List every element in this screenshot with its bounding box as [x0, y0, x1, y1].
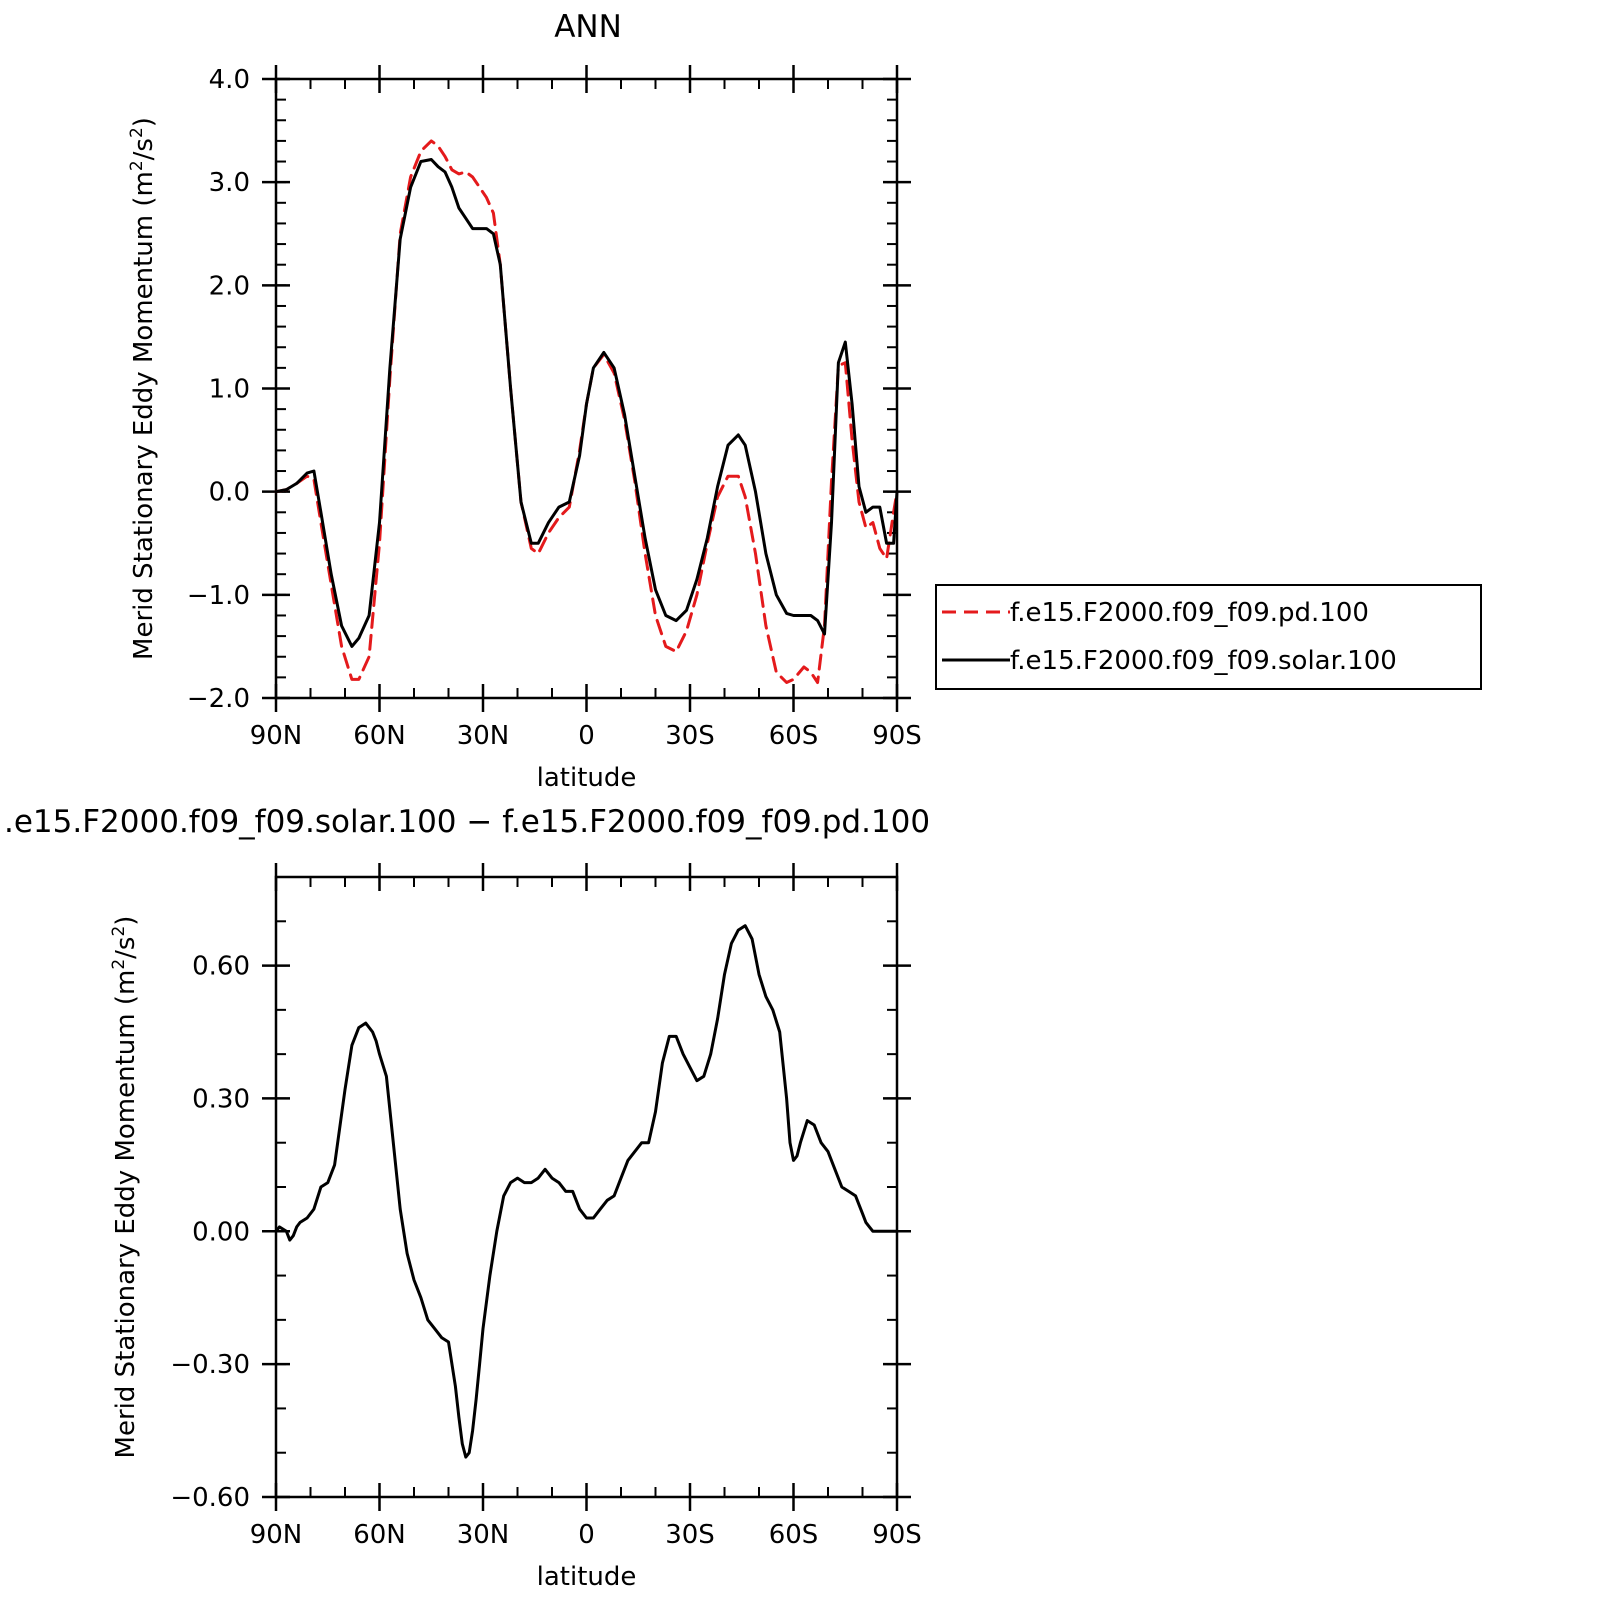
x-tick-label: 60S — [769, 721, 819, 751]
legend: f.e15.F2000.f09_f09.pd.100 f.e15.F2000.f0… — [935, 584, 1482, 690]
y-tick-label: 4.0 — [209, 65, 250, 95]
x-tick-label: 60N — [353, 721, 406, 751]
x-tick-label: 90N — [250, 721, 303, 751]
y-tick-label: 0.00 — [192, 1217, 250, 1247]
bottom-panel: .e15.F2000.f09_f09.solar.100 − f.e15.F20… — [4, 804, 930, 1592]
x-tick-label: 30S — [665, 1520, 715, 1550]
y-tick-label: −1.0 — [187, 581, 250, 611]
y-tick-label: −0.60 — [170, 1483, 250, 1513]
y-tick-label: 0.30 — [192, 1084, 250, 1114]
y-tick-label: 2.0 — [209, 271, 250, 301]
x-tick-label: 90S — [872, 1520, 922, 1550]
x-tick-label: 0 — [578, 1520, 595, 1550]
y-axis-label: Merid Stationary Eddy Momentum (m2/s2) — [109, 916, 141, 1459]
y-tick-label: 0.60 — [192, 952, 250, 982]
x-tick-label: 0 — [578, 721, 595, 751]
x-axis-label: latitude — [537, 763, 637, 793]
y-tick-label: −0.30 — [170, 1350, 250, 1380]
x-tick-label: 60N — [353, 1520, 406, 1550]
y-tick-label: 3.0 — [209, 168, 250, 198]
legend-entry: f.e15.F2000.f09_f09.solar.100 — [1010, 646, 1397, 676]
x-tick-label: 30N — [457, 1520, 510, 1550]
top-panel: ANN 90N 60N 30N 0 30S 60S 90S 4.0 3.0 2.0 1.0 0.0 −1.… — [127, 9, 922, 793]
y-tick-label: 1.0 — [209, 375, 250, 405]
x-tick-label: 90N — [250, 1520, 303, 1550]
x-tick-label: 60S — [769, 1520, 819, 1550]
legend-entry: f.e15.F2000.f09_f09.pd.100 — [1010, 598, 1369, 628]
chart-title: ANN — [554, 9, 622, 45]
series-line-1 — [274, 158, 899, 648]
x-axis-label: latitude — [537, 1562, 637, 1592]
y-tick-label: −2.0 — [187, 684, 250, 714]
chart-title: .e15.F2000.f09_f09.solar.100 − f.e15.F20… — [4, 804, 930, 840]
y-axis-label: Merid Stationary Eddy Momentum (m2/s2) — [127, 117, 159, 660]
x-tick-label: 30S — [665, 721, 715, 751]
y-tick-label: 0.0 — [209, 478, 250, 508]
legend-box — [935, 584, 1482, 690]
series-line-0 — [274, 924, 899, 1459]
x-tick-label: 90S — [872, 721, 922, 751]
x-tick-label: 30N — [457, 721, 510, 751]
plot-frame — [274, 875, 899, 1499]
